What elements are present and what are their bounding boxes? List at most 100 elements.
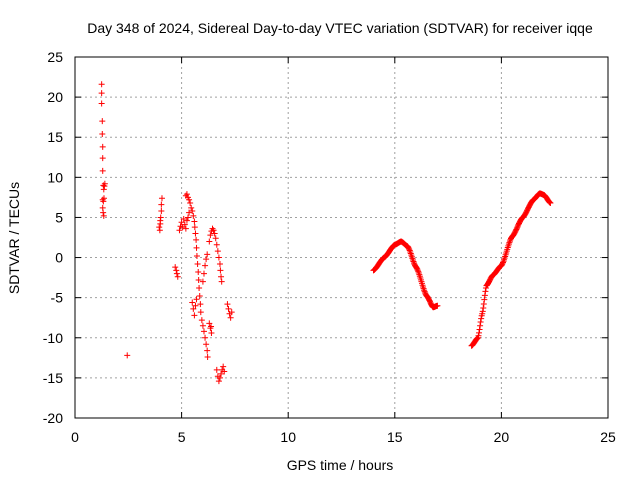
data-point xyxy=(198,317,205,324)
data-point xyxy=(434,302,441,309)
data-point xyxy=(410,258,417,265)
y-tick-label: 15 xyxy=(47,129,63,145)
data-point xyxy=(197,309,204,316)
data-point xyxy=(181,221,188,228)
data-point xyxy=(197,301,204,308)
data-point xyxy=(100,198,107,205)
data-point xyxy=(475,332,482,339)
y-tick-label: 20 xyxy=(47,89,63,105)
data-point xyxy=(216,374,223,381)
data-point xyxy=(190,305,197,312)
data-point xyxy=(213,241,220,248)
data-point xyxy=(172,264,179,271)
y-tick-label: -10 xyxy=(43,330,63,346)
y-tick-label: -15 xyxy=(43,370,63,386)
data-point xyxy=(195,277,202,284)
data-point xyxy=(477,319,484,326)
data-point xyxy=(101,180,108,187)
data-point xyxy=(415,268,422,275)
data-point xyxy=(99,143,106,150)
data-point xyxy=(156,224,163,231)
data-point xyxy=(98,90,105,97)
x-tick-label: 15 xyxy=(387,429,403,445)
data-point xyxy=(547,200,554,207)
data-point xyxy=(99,118,106,125)
data-point xyxy=(193,296,200,303)
data-point xyxy=(183,217,190,224)
data-point xyxy=(421,287,428,294)
data-point xyxy=(224,301,231,308)
data-point xyxy=(228,309,235,316)
data-point xyxy=(480,305,487,312)
data-point xyxy=(98,100,105,107)
data-point xyxy=(158,201,165,208)
data-point xyxy=(206,238,213,245)
axis-ticks xyxy=(74,56,609,419)
data-point xyxy=(100,209,107,216)
data-point xyxy=(227,314,234,321)
data-point xyxy=(192,230,199,237)
data-point xyxy=(174,273,181,280)
data-point xyxy=(225,305,232,312)
data-point xyxy=(203,341,210,348)
y-tick-labels: -20 -15 -10 -5 0 5 10 15 20 25 xyxy=(43,49,63,426)
data-point xyxy=(184,214,191,221)
data-point xyxy=(479,308,486,315)
data-point xyxy=(206,320,213,327)
data-point xyxy=(173,267,180,274)
data-point xyxy=(213,366,220,373)
data-point xyxy=(202,334,209,341)
data-point xyxy=(158,208,165,215)
y-tick-label: 5 xyxy=(55,209,63,225)
data-point xyxy=(218,273,225,280)
data-point xyxy=(199,278,206,285)
data-point xyxy=(210,227,217,234)
data-point xyxy=(192,302,199,309)
x-tick-label: 0 xyxy=(71,429,79,445)
chart-title: Day 348 of 2024, Sidereal Day-to-day VTE… xyxy=(87,20,593,36)
data-point xyxy=(190,212,197,219)
data-point xyxy=(158,195,165,202)
data-point xyxy=(180,216,187,223)
data-point xyxy=(499,259,506,266)
data-point xyxy=(99,167,106,174)
x-tick-labels: 0 5 10 15 20 25 xyxy=(71,429,616,445)
data-point xyxy=(191,312,198,319)
data-point xyxy=(480,301,487,308)
data-point xyxy=(99,131,106,138)
data-point xyxy=(414,267,421,274)
data-point xyxy=(406,246,413,253)
data-point xyxy=(202,262,209,269)
x-tick-label: 20 xyxy=(494,429,510,445)
y-tick-label: -20 xyxy=(43,410,63,426)
data-point xyxy=(203,256,210,263)
data-point xyxy=(196,285,203,292)
data-point xyxy=(407,250,414,257)
y-tick-label: 10 xyxy=(47,169,63,185)
data-point xyxy=(199,322,206,329)
grid-lines xyxy=(75,57,608,418)
x-tick-label: 10 xyxy=(280,429,296,445)
data-point xyxy=(182,225,189,232)
data-point xyxy=(208,323,215,330)
data-point xyxy=(176,227,183,234)
data-point xyxy=(100,212,107,219)
data-point xyxy=(193,244,200,251)
data-point xyxy=(421,288,428,295)
data-point xyxy=(506,239,513,246)
data-point xyxy=(207,232,214,239)
data-point xyxy=(191,218,198,225)
data-point xyxy=(414,266,421,273)
x-axis-title: GPS time / hours xyxy=(287,457,394,473)
y-tick-label: 25 xyxy=(47,49,63,65)
data-point xyxy=(204,347,211,354)
data-point xyxy=(211,230,218,237)
plot-frame xyxy=(74,56,609,419)
data-point xyxy=(193,252,200,259)
data-point xyxy=(191,224,198,231)
data-point xyxy=(186,209,193,216)
data-point xyxy=(406,247,413,254)
data-point xyxy=(476,329,483,336)
data-point xyxy=(216,260,223,267)
data-points xyxy=(98,81,554,385)
